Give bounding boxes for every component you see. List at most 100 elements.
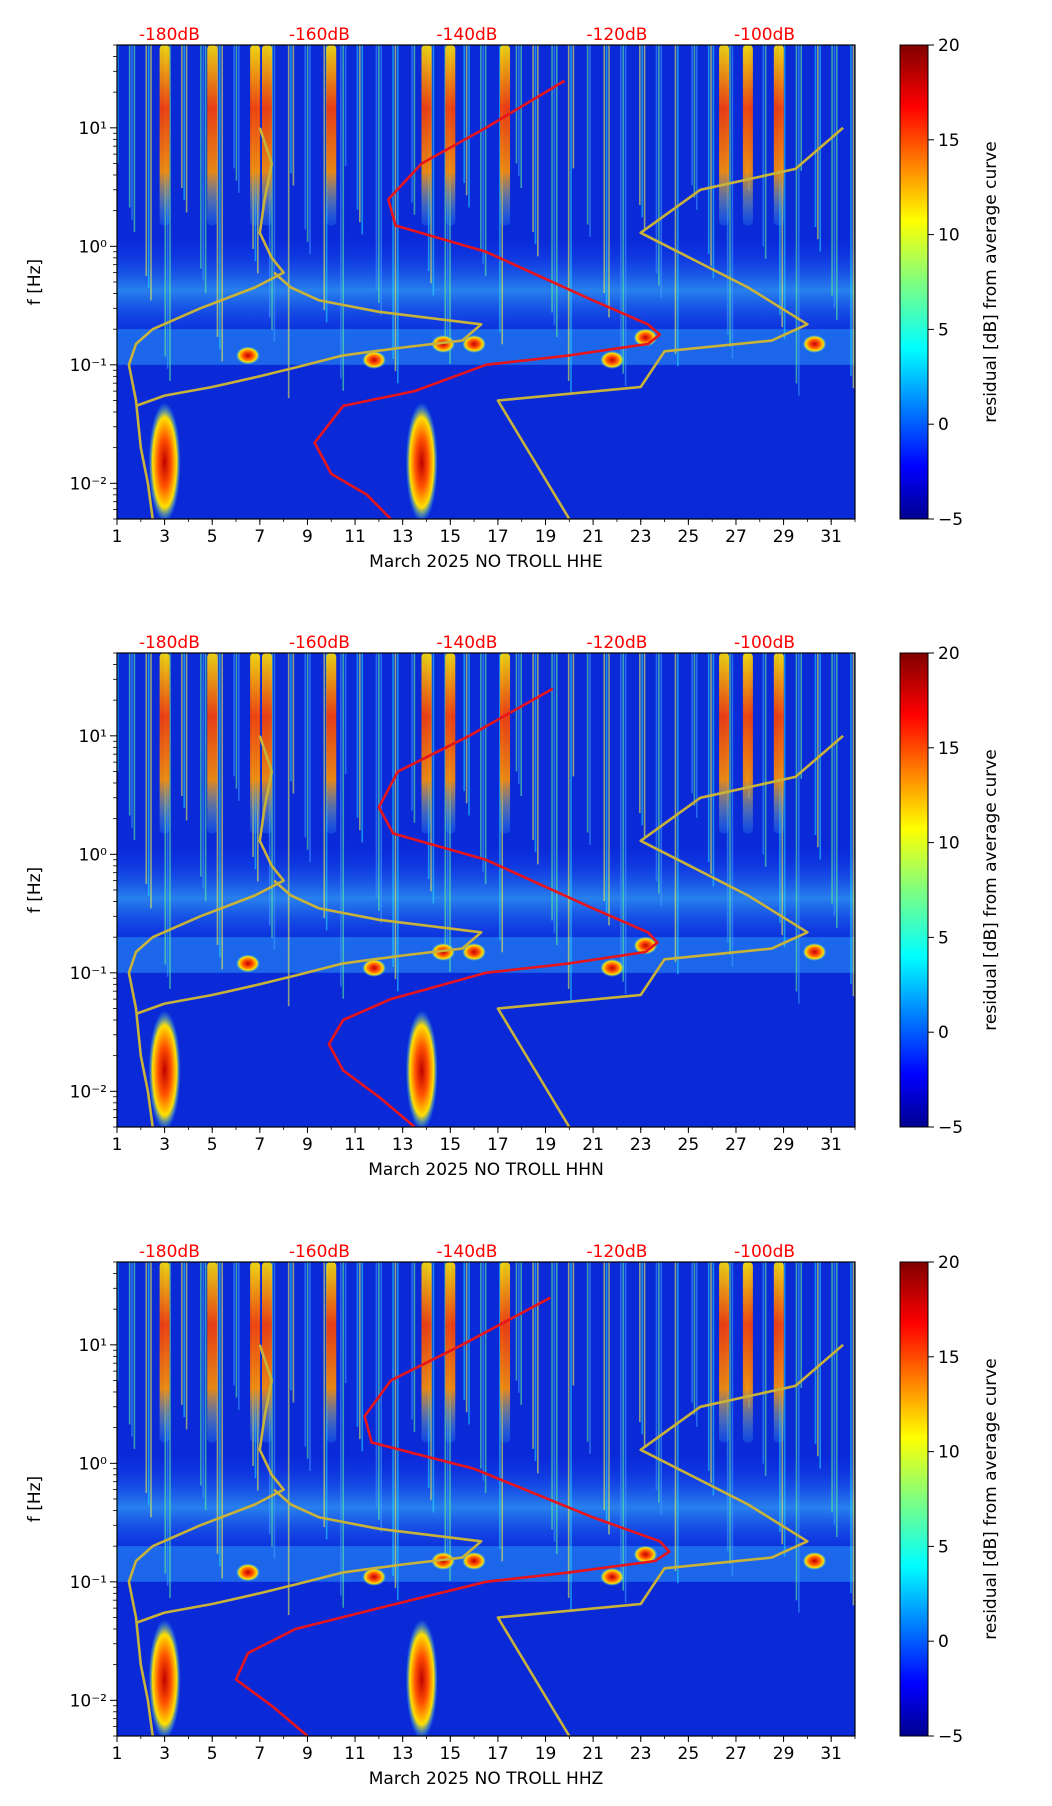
heatmap-microseism-blob bbox=[600, 1567, 625, 1586]
heatmap-streak bbox=[169, 653, 171, 989]
colorbar: 20 15 10 5 0 −5 residual [dB] from average cur… bbox=[899, 36, 1001, 530]
heatmap-streak bbox=[551, 653, 553, 921]
heatmap-microseism-blob bbox=[462, 942, 487, 961]
heatmap-streak bbox=[658, 1262, 660, 1503]
heatmap-streak bbox=[795, 1262, 798, 1601]
x-axis-label: March 2025 NO TROLL HHZ bbox=[369, 1769, 604, 1789]
nhnm-curve bbox=[496, 126, 844, 519]
heatmap-microseism-blob bbox=[802, 334, 827, 353]
x-tick-label: 15 bbox=[439, 1135, 461, 1155]
heatmap-streak bbox=[235, 45, 238, 181]
y-tick-label: 10⁻² bbox=[70, 474, 107, 494]
x-tick-label: 3 bbox=[159, 527, 170, 547]
heatmap-streak bbox=[131, 45, 133, 220]
x-tick-label: 11 bbox=[344, 1744, 366, 1764]
heatmap-streak bbox=[380, 1262, 383, 1532]
heatmap-streak bbox=[660, 1262, 663, 1515]
heatmap-streak bbox=[219, 1262, 221, 1567]
y-tick-label: 10⁻¹ bbox=[70, 964, 107, 984]
plot-area bbox=[117, 1262, 855, 1736]
y-axis-label: f [Hz] bbox=[25, 259, 45, 305]
heatmap-streak bbox=[537, 1262, 539, 1474]
heatmap-streak bbox=[380, 653, 383, 923]
heatmap-hot-streak bbox=[159, 653, 170, 834]
heatmap-streak bbox=[520, 45, 523, 188]
x-tick-label: 15 bbox=[439, 527, 461, 547]
top-db-label: -180dB bbox=[139, 1242, 200, 1262]
heatmap-hot-streak bbox=[421, 653, 432, 834]
heatmap-streak bbox=[128, 653, 131, 816]
heatmap-streak bbox=[534, 653, 537, 853]
heatmap-streak bbox=[304, 1262, 307, 1447]
y-tick-label: 10⁰ bbox=[79, 845, 108, 865]
heatmap-streak bbox=[361, 45, 364, 235]
heatmap-streak bbox=[572, 653, 575, 777]
heatmap-streak bbox=[147, 1262, 150, 1506]
heatmap-streak bbox=[831, 1262, 833, 1513]
colorbar-tick-label: −5 bbox=[938, 1118, 963, 1138]
nlnm-curve bbox=[127, 127, 285, 519]
heatmap-streak bbox=[518, 653, 520, 784]
heatmap-streak bbox=[658, 45, 660, 286]
heatmap-streak bbox=[292, 653, 295, 794]
x-tick-label: 21 bbox=[582, 1744, 604, 1764]
heatmap-streak bbox=[624, 1262, 627, 1603]
heatmap-streak bbox=[586, 653, 589, 833]
median-psd-curve bbox=[327, 687, 659, 1127]
heatmap-streak bbox=[798, 1262, 800, 1613]
heatmap-streak bbox=[216, 45, 219, 337]
heatmap-lowfreq-blob bbox=[148, 1010, 181, 1127]
heatmap-hot-streak bbox=[773, 653, 784, 834]
heatmap-streak bbox=[603, 653, 606, 901]
heatmap-streak bbox=[852, 45, 855, 389]
heatmap-streak bbox=[605, 45, 608, 306]
heatmap-streak bbox=[356, 1262, 359, 1427]
heatmap-streak bbox=[567, 45, 570, 381]
x-tick-label: 17 bbox=[487, 1135, 509, 1155]
top-db-label: -160dB bbox=[289, 25, 350, 45]
heatmap-streak bbox=[380, 45, 383, 315]
microseism-peak-band bbox=[117, 937, 855, 973]
heatmap-streak bbox=[221, 1262, 224, 1579]
median-psd-curve bbox=[313, 79, 662, 519]
heatmap-streak bbox=[833, 653, 836, 916]
heatmap-streak bbox=[817, 45, 819, 240]
top-db-label: -160dB bbox=[289, 1242, 350, 1262]
heatmap-hot-streak bbox=[326, 1262, 337, 1443]
heatmap-streak bbox=[572, 45, 575, 169]
x-tick-label: 5 bbox=[207, 527, 218, 547]
heatmap-streak bbox=[836, 1262, 838, 1537]
heatmap-streak bbox=[710, 653, 712, 875]
heatmap-streak bbox=[556, 45, 558, 337]
heatmap-streak bbox=[762, 1262, 765, 1464]
heatmap-hot-streak bbox=[207, 653, 218, 834]
heatmap-hot-streak bbox=[250, 1262, 261, 1443]
heatmap-streak bbox=[202, 653, 205, 889]
heatmap-streak bbox=[150, 45, 152, 301]
heatmap-streak bbox=[359, 653, 361, 831]
heatmap-streak bbox=[608, 45, 610, 318]
heatmap-microseism-blob bbox=[633, 1545, 658, 1564]
heatmap-streak bbox=[378, 1262, 380, 1520]
heatmap-streak bbox=[731, 653, 734, 967]
heatmap-streak bbox=[185, 45, 188, 213]
heatmap-streak bbox=[394, 653, 397, 980]
heatmap-streak bbox=[608, 1262, 610, 1535]
heatmap-streak bbox=[620, 45, 622, 362]
heatmap-streak bbox=[202, 1262, 205, 1498]
heatmap-streak bbox=[641, 653, 644, 826]
heatmap-hot-streak bbox=[250, 653, 261, 834]
heatmap-hot-streak bbox=[719, 653, 730, 834]
heatmap-streak bbox=[660, 653, 663, 906]
heatmap-streak bbox=[532, 45, 534, 232]
heatmap-streak bbox=[480, 653, 482, 860]
nlnm-lower-branch bbox=[135, 1488, 483, 1625]
heatmap-streak bbox=[290, 653, 292, 782]
heatmap-hot-streak bbox=[773, 1262, 784, 1443]
heatmap-hot-streak bbox=[159, 1262, 170, 1443]
heatmap-streak bbox=[181, 653, 183, 796]
heatmap-streak bbox=[795, 45, 798, 384]
heatmap-streak bbox=[397, 45, 399, 384]
heatmap-streak bbox=[693, 45, 696, 198]
heatmap-streak bbox=[306, 653, 309, 850]
